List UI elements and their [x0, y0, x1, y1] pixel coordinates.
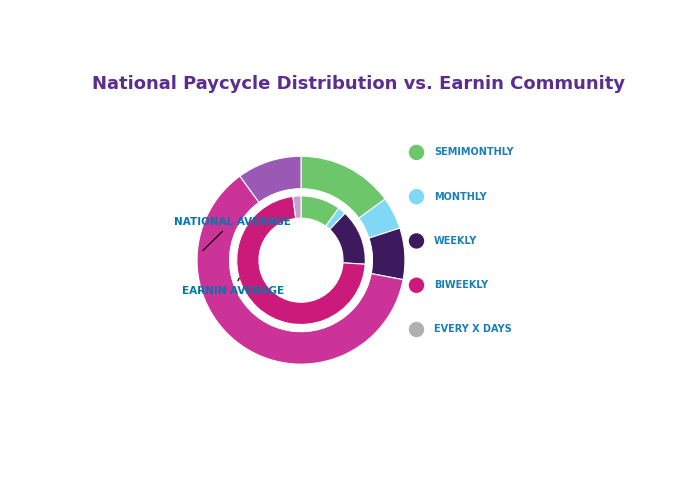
Text: National Paycycle Distribution vs. Earnin Community: National Paycycle Distribution vs. Earni… [92, 76, 625, 94]
Circle shape [409, 278, 424, 293]
Wedge shape [237, 196, 365, 324]
Wedge shape [293, 196, 301, 218]
Circle shape [409, 144, 424, 160]
Wedge shape [369, 228, 405, 280]
Wedge shape [301, 156, 385, 218]
Text: WEEKLY: WEEKLY [434, 236, 477, 246]
Text: BIWEEKLY: BIWEEKLY [434, 280, 488, 290]
Wedge shape [358, 199, 400, 238]
Text: EARNIN AVERAGE: EARNIN AVERAGE [182, 278, 284, 296]
Circle shape [409, 233, 424, 248]
Wedge shape [229, 188, 373, 332]
Text: NATIONAL AVERAGE: NATIONAL AVERAGE [174, 216, 290, 250]
Wedge shape [240, 156, 301, 202]
Wedge shape [197, 176, 403, 364]
Wedge shape [330, 214, 365, 264]
Circle shape [259, 218, 343, 302]
Wedge shape [301, 196, 339, 226]
Text: MONTHLY: MONTHLY [434, 192, 486, 202]
Circle shape [409, 322, 424, 337]
Text: SEMIMONTHLY: SEMIMONTHLY [434, 148, 513, 158]
Circle shape [409, 189, 424, 204]
Wedge shape [326, 208, 345, 230]
Text: EVERY X DAYS: EVERY X DAYS [434, 324, 512, 334]
